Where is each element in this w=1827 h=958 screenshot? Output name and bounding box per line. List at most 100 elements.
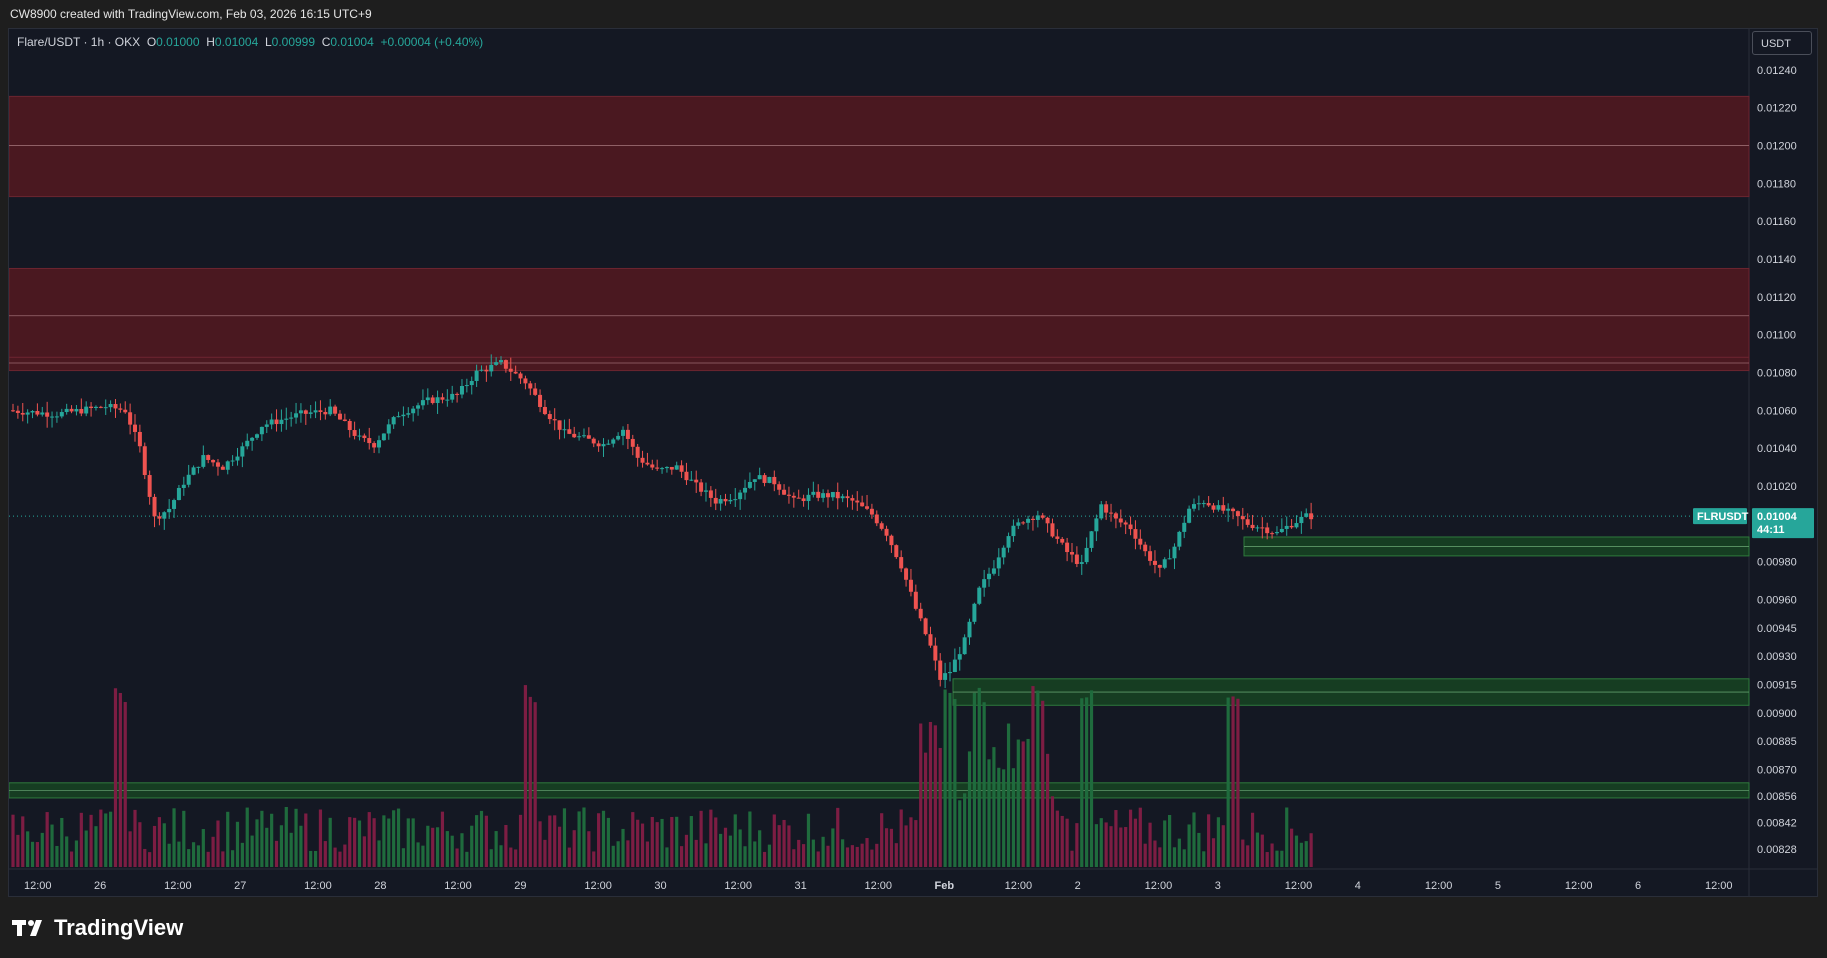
tradingview-wordmark: TradingView (54, 915, 184, 940)
candle-body (69, 408, 74, 412)
candle-body (455, 393, 460, 395)
candle-body (621, 429, 626, 436)
candle-body (689, 479, 694, 481)
countdown-label: 44:11 (1757, 524, 1785, 536)
volume-bar (118, 692, 122, 867)
price-tick-label: 0.01060 (1757, 405, 1797, 417)
volume-bar (992, 747, 996, 867)
volume-bar (870, 849, 874, 867)
candle-body (215, 462, 220, 467)
chart-caption: CW8900 created with TradingView.com, Feb… (10, 7, 372, 21)
volume-bar (850, 845, 854, 867)
volume-bar (1226, 697, 1230, 867)
symbol-label[interactable]: Flare/USDT · 1h · OKX (17, 35, 141, 49)
candle-body (1270, 533, 1275, 535)
volume-bar (40, 832, 44, 867)
price-tick-label: 0.01200 (1757, 141, 1797, 153)
candle-body (274, 419, 279, 425)
price-tick-label: 0.01040 (1757, 443, 1797, 455)
volume-bar (963, 793, 967, 867)
volume-bar (1133, 818, 1138, 867)
candle-body (1123, 522, 1128, 525)
volume-bar (45, 812, 49, 867)
volume-bar (1143, 843, 1147, 867)
volume-bar (606, 817, 610, 867)
candle-body (1045, 517, 1050, 524)
volume-bar (475, 815, 479, 867)
candle-body (772, 476, 777, 485)
candle-body (1055, 536, 1060, 539)
volume-bar (958, 800, 962, 867)
volume-bar (909, 817, 913, 867)
volume-bar (597, 813, 601, 867)
candle-body (943, 673, 948, 680)
time-tick-label: 12:00 (1565, 880, 1593, 892)
candle-body (586, 435, 591, 439)
candle-body (557, 420, 562, 430)
candle-body (298, 410, 303, 414)
price-tick-label: 0.00842 (1757, 818, 1797, 830)
resistance-zone (9, 95, 1750, 198)
volume-bar (587, 831, 591, 867)
candlestick-chart[interactable]: 0.01240 0.01220 0.01200 0.01180 0.01160 0.011… (9, 29, 1817, 896)
volume-bar (1177, 838, 1181, 867)
candle-body (1235, 511, 1240, 517)
volume-bar (113, 688, 118, 867)
volume-bar (1309, 833, 1313, 867)
candle-body (494, 362, 499, 365)
candle-body (1182, 522, 1187, 532)
candle-body (1099, 504, 1104, 519)
volume-bar (421, 845, 425, 867)
price-tick-label: 0.00900 (1757, 708, 1797, 720)
candle-body (50, 416, 55, 418)
volume-bar (806, 813, 811, 867)
volume-bar (1006, 723, 1011, 867)
candle-body (64, 408, 69, 413)
volume-bar (11, 814, 15, 867)
candle-body (191, 467, 196, 475)
volume-bar (411, 818, 415, 867)
candle-body (1074, 554, 1079, 564)
volume-bar (845, 847, 850, 867)
volume-bar (855, 846, 859, 867)
volume-bar (250, 835, 254, 867)
volume-bar (206, 851, 210, 867)
candle-body (176, 487, 181, 501)
volume-bar (631, 812, 635, 867)
volume-bar (284, 806, 288, 867)
volume-bar (938, 747, 942, 867)
currency-unit-button[interactable]: USDT (1752, 31, 1812, 55)
volume-bar (509, 847, 513, 867)
time-tick-label: 5 (1495, 880, 1501, 892)
candle-body (1050, 523, 1055, 537)
volume-bar (1080, 698, 1084, 867)
volume-bar (616, 841, 620, 867)
volume-bar (494, 831, 498, 867)
high-value: 0.01004 (214, 35, 259, 49)
high-label: H (206, 35, 215, 49)
candle-body (503, 360, 508, 369)
time-tick-label: 12:00 (724, 880, 752, 892)
volume-bar (889, 828, 894, 867)
volume-bar (396, 808, 401, 867)
candle-body (752, 479, 757, 482)
volume-bar (533, 702, 537, 867)
volume-bar (675, 816, 679, 867)
candle-body (567, 429, 572, 434)
volume-bar (528, 696, 532, 867)
volume-bar (772, 814, 776, 867)
volume-bar (1163, 820, 1167, 867)
candle-body (806, 494, 811, 502)
volume-bar (94, 826, 98, 867)
time-tick-label: 12:00 (1285, 880, 1313, 892)
candle-body (499, 360, 504, 363)
candle-body (396, 416, 401, 418)
volume-bar (684, 834, 689, 867)
candle-body (782, 489, 787, 495)
volume-bar (919, 723, 923, 867)
volume-bar (518, 814, 523, 867)
candle-body (1069, 552, 1074, 555)
candle-body (225, 461, 230, 470)
volume-bar (1192, 812, 1196, 867)
candle-body (811, 491, 816, 495)
